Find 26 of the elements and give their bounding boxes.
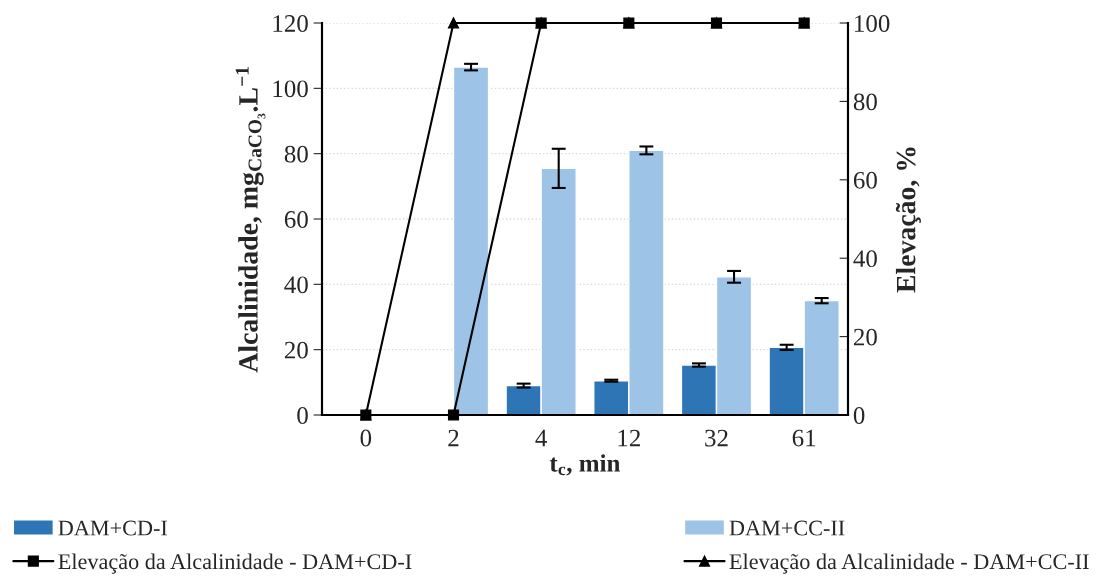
legend-label: DAM+CD-I <box>58 520 168 536</box>
y-tick-label: 60 <box>284 211 308 228</box>
x-tick-label: 32 <box>705 429 728 447</box>
y2-tick-label: 60 <box>853 171 877 189</box>
legend-label: Elevação da Alcalinidade - DAM+CC-II <box>729 553 1089 574</box>
x-tick-label: 4 <box>535 429 548 447</box>
x-tick-label: 2 <box>448 429 459 447</box>
y-tick-label: 80 <box>284 145 308 163</box>
x-tick-label: 12 <box>618 429 640 447</box>
x-axis-title: t$_{c}$, min <box>549 454 621 476</box>
y-tick-label: 0 <box>297 407 308 424</box>
y2-tick-label: 100 <box>855 15 890 32</box>
y-tick-label: 20 <box>284 341 308 359</box>
y2-tick-label: 20 <box>853 328 877 346</box>
y2-axis-title: Elevação, % <box>895 147 921 293</box>
y-tick-label: 120 <box>273 15 308 32</box>
x-tick-label: 0 <box>360 429 372 447</box>
legend-label: Elevação da Alcalinidade - DAM+CD-I <box>58 553 412 574</box>
y-tick-label: 100 <box>273 80 308 98</box>
y-axis-title: Alcalinidade, mg$_{CaCO₃}$.L$^{−1}$ <box>235 67 266 373</box>
x-tick-label: 61 <box>792 429 816 447</box>
y-tick-label: 40 <box>284 276 308 294</box>
y2-tick-label: 80 <box>853 93 877 111</box>
legend-label: DAM+CC-II <box>729 520 845 536</box>
y2-tick-label: 40 <box>853 250 877 268</box>
y2-tick-label: 0 <box>853 407 865 424</box>
